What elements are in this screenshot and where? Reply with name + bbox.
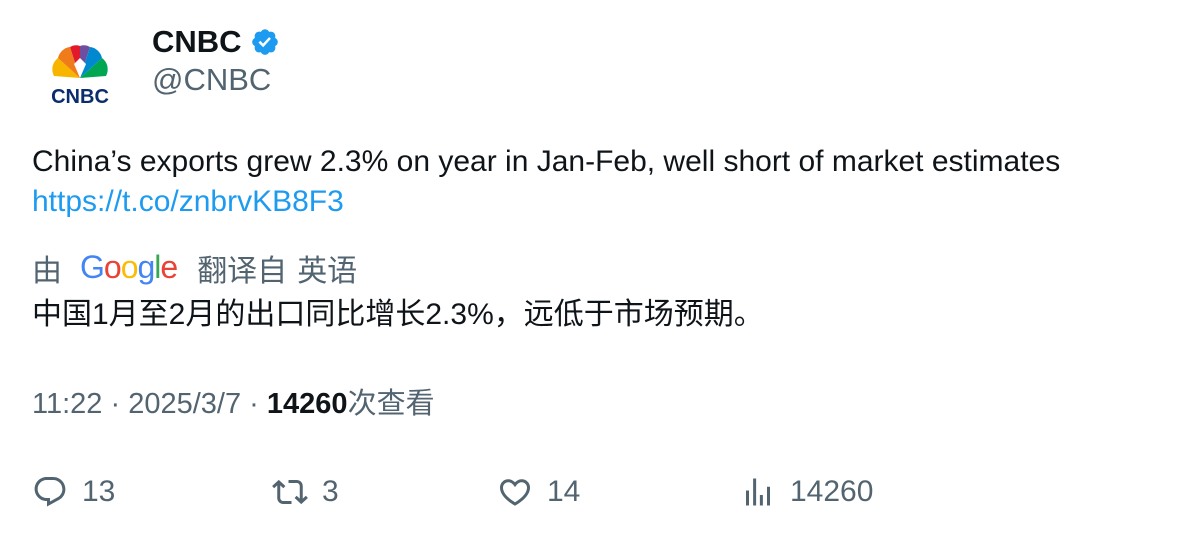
tweet-meta: 11:22 · 2025/3/7 · 14260次查看	[32, 384, 435, 424]
author-name-row: CNBC	[152, 22, 280, 62]
tweet-time[interactable]: 11:22	[32, 388, 103, 420]
meta-separator: ·	[110, 388, 121, 420]
views-label: 次查看	[347, 388, 435, 420]
tweet-link[interactable]: https://t.co/znbrvKB8F3	[32, 185, 344, 218]
meta-separator: ·	[249, 388, 259, 420]
translated-by-label: 由	[32, 255, 62, 288]
like-button[interactable]: 14	[497, 470, 580, 514]
tweet-actions: 13 3 14 14260	[0, 470, 1196, 514]
reply-button[interactable]: 13	[32, 470, 115, 514]
views-action-count: 14260	[790, 475, 874, 508]
cnbc-peacock-logo: CNBC	[51, 45, 109, 108]
user-handle[interactable]: @CNBC	[152, 62, 272, 97]
reply-icon	[34, 477, 66, 507]
translated-text: 中国1月至2月的出口同比增长2.3%，远低于市场预期。	[32, 298, 764, 331]
like-count: 14	[547, 475, 581, 508]
translated-from-label: 翻译自	[197, 255, 288, 288]
verified-badge-icon	[251, 29, 278, 55]
tweet-date[interactable]: 2025/3/7	[128, 388, 242, 420]
repost-button[interactable]: 3	[272, 470, 339, 514]
analytics-icon	[746, 478, 770, 506]
logo-text: CNBC	[51, 86, 109, 108]
avatar[interactable]: CNBC	[30, 26, 130, 126]
repost-count: 3	[322, 475, 339, 508]
google-logo: Google	[80, 249, 178, 285]
views-button[interactable]: 14260	[740, 470, 873, 514]
views-count: 14260	[266, 388, 348, 420]
display-name[interactable]: CNBC	[152, 24, 242, 59]
source-language: 英语	[297, 255, 358, 288]
repost-icon	[272, 479, 308, 505]
heart-icon	[499, 479, 531, 506]
tweet-body: China’s exports grew 2.3% on year in Jan…	[32, 145, 1061, 178]
translation-attribution: 由 Google 翻译自 英语	[32, 246, 357, 290]
tweet-text: China’s exports grew 2.3% on year in Jan…	[32, 142, 1172, 222]
reply-count: 13	[82, 475, 116, 508]
